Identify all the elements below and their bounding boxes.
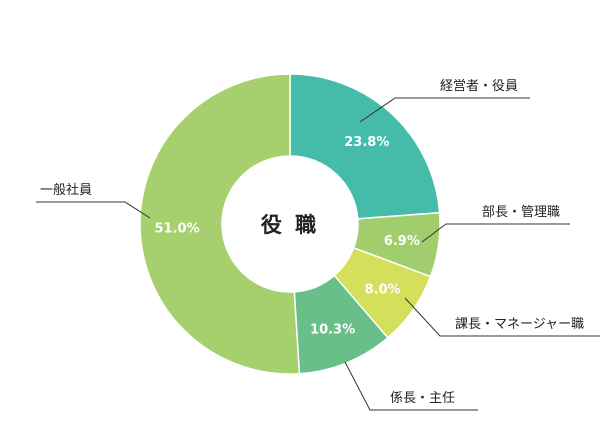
category-label: 部長・管理職 xyxy=(482,205,560,220)
donut-slice xyxy=(289,73,441,220)
slice-value-label: 51.0% xyxy=(155,222,200,237)
leader-line xyxy=(359,97,530,123)
chart-slices xyxy=(139,73,441,375)
slice-value-label: 23.8% xyxy=(344,135,389,150)
category-label: 経営者・役員 xyxy=(440,79,518,94)
donut-slice xyxy=(139,73,301,375)
chart-center-title: 役 職 xyxy=(261,213,319,237)
category-label: 一般社員 xyxy=(40,182,92,198)
value-labels: 23.8% 6.9% 8.0% 10.3% 51.0% xyxy=(155,135,420,338)
category-label: 係長・主任 xyxy=(390,391,455,406)
leader-line xyxy=(36,201,151,219)
leader-lines xyxy=(36,97,600,411)
leader-line xyxy=(421,223,570,243)
category-label: 課長・マネージャー職 xyxy=(455,316,584,332)
leader-line xyxy=(344,361,478,411)
slice-value-label: 6.9% xyxy=(384,234,420,249)
slice-value-label: 10.3% xyxy=(310,323,355,338)
leader-line xyxy=(404,297,600,337)
slice-value-label: 8.0% xyxy=(365,283,401,298)
